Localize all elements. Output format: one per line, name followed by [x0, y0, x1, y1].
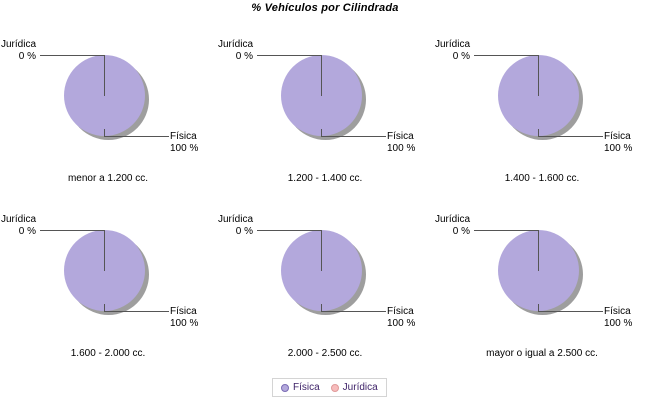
slice-label-juridica-name: Jurídica — [217, 214, 253, 225]
chart-legend: Física Jurídica — [272, 378, 387, 397]
panel-caption: 2.000 - 2.500 cc. — [287, 348, 363, 359]
leader-line-juridica — [474, 230, 539, 231]
slice-label-fisica-value: 100 % — [604, 143, 633, 154]
slice-label-fisica-value: 100 % — [170, 143, 199, 154]
pie-chart: Jurídica 0 % Física 100 % — [217, 33, 433, 173]
slice-label-juridica: Jurídica 0 % — [218, 39, 253, 63]
slice-label-fisica-name: Física — [387, 306, 414, 317]
slice-label-fisica-value: 100 % — [604, 318, 633, 329]
pie-chart: Jurídica 0 % Física 100 % — [0, 33, 216, 173]
pie-divider-line — [538, 55, 539, 96]
pie-chart: Jurídica 0 % Física 100 % — [0, 208, 216, 348]
slice-label-fisica: Física 100 % — [604, 306, 632, 330]
slice-label-fisica-name: Física — [170, 131, 197, 142]
panel-caption: 1.200 - 1.400 cc. — [287, 173, 363, 184]
pie-divider-line — [538, 230, 539, 271]
slice-label-juridica-value: 0 % — [18, 51, 36, 62]
slice-label-fisica: Física 100 % — [170, 131, 198, 155]
pie-panel: Jurídica 0 % Física 100 % 1.600 - 2.000 … — [0, 208, 216, 378]
slice-label-juridica-name: Jurídica — [217, 39, 253, 50]
pie-tick-bottom — [538, 129, 539, 137]
pie-tick-bottom — [104, 304, 105, 312]
slice-label-juridica-name: Jurídica — [0, 39, 36, 50]
leader-line-fisica — [104, 311, 169, 312]
leader-line-juridica — [40, 55, 105, 56]
leader-line-fisica — [321, 136, 386, 137]
slice-label-juridica-name: Jurídica — [434, 39, 470, 50]
panel-caption: 1.400 - 1.600 cc. — [504, 173, 580, 184]
pie-tick-bottom — [538, 304, 539, 312]
legend-swatch-icon-fisica — [281, 383, 289, 392]
leader-line-juridica — [474, 55, 539, 56]
legend-label-fisica: Física — [293, 382, 320, 393]
pie-chart: Jurídica 0 % Física 100 % — [217, 208, 433, 348]
pie-panel: Jurídica 0 % Física 100 % mayor o igual … — [434, 208, 650, 378]
pie-chart: Jurídica 0 % Física 100 % — [434, 33, 650, 173]
slice-label-juridica-value: 0 % — [235, 51, 253, 62]
legend-swatch-icon-juridica — [330, 383, 339, 392]
pie-chart: Jurídica 0 % Física 100 % — [434, 208, 650, 348]
leader-line-juridica — [257, 230, 322, 231]
slice-label-juridica: Jurídica 0 % — [1, 39, 36, 63]
pie-panel: Jurídica 0 % Física 100 % 1.200 - 1.400 … — [217, 33, 433, 203]
leader-line-fisica — [538, 136, 603, 137]
legend-label-juridica: Jurídica — [342, 382, 378, 393]
leader-line-fisica — [321, 311, 386, 312]
pie-panel: Jurídica 0 % Física 100 % 1.400 - 1.600 … — [434, 33, 650, 203]
leader-line-fisica — [538, 311, 603, 312]
slice-label-juridica-name: Jurídica — [0, 214, 36, 225]
slice-label-juridica-name: Jurídica — [434, 214, 470, 225]
panel-caption: menor a 1.200 cc. — [67, 173, 149, 184]
panel-caption: mayor o igual a 2.500 cc. — [486, 348, 598, 359]
pie-panel: Jurídica 0 % Física 100 % 2.000 - 2.500 … — [217, 208, 433, 378]
slice-label-fisica: Física 100 % — [170, 306, 198, 330]
chart-title: % Vehículos por Cilindrada — [251, 2, 399, 14]
leader-line-juridica — [40, 230, 105, 231]
slice-label-juridica: Jurídica 0 % — [218, 214, 253, 238]
slice-label-fisica: Física 100 % — [387, 306, 415, 330]
slice-label-juridica: Jurídica 0 % — [1, 214, 36, 238]
slice-label-juridica-value: 0 % — [18, 226, 36, 237]
pie-divider-line — [104, 55, 105, 96]
slice-label-fisica-name: Física — [387, 131, 414, 142]
slice-label-fisica-value: 100 % — [170, 318, 199, 329]
pie-divider-line — [321, 230, 322, 271]
slice-label-fisica: Física 100 % — [387, 131, 415, 155]
leader-line-fisica — [104, 136, 169, 137]
slice-label-fisica-value: 100 % — [387, 143, 416, 154]
slice-label-fisica-name: Física — [604, 131, 631, 142]
legend-item-juridica[interactable]: Jurídica — [330, 382, 378, 393]
pie-tick-bottom — [321, 304, 322, 312]
slice-label-juridica: Jurídica 0 % — [435, 214, 470, 238]
slice-label-fisica-value: 100 % — [387, 318, 416, 329]
pie-divider-line — [321, 55, 322, 96]
slice-label-juridica-value: 0 % — [235, 226, 253, 237]
slice-label-fisica: Física 100 % — [604, 131, 632, 155]
pie-tick-bottom — [321, 129, 322, 137]
pie-tick-bottom — [104, 129, 105, 137]
slice-label-juridica: Jurídica 0 % — [435, 39, 470, 63]
pie-divider-line — [104, 230, 105, 271]
pie-panel: Jurídica 0 % Física 100 % menor a 1.200 … — [0, 33, 216, 203]
panel-caption: 1.600 - 2.000 cc. — [70, 348, 146, 359]
leader-line-juridica — [257, 55, 322, 56]
legend-item-fisica[interactable]: Física — [281, 382, 320, 393]
slice-label-fisica-name: Física — [604, 306, 631, 317]
slice-label-fisica-name: Física — [170, 306, 197, 317]
slice-label-juridica-value: 0 % — [452, 51, 470, 62]
slice-label-juridica-value: 0 % — [452, 226, 470, 237]
